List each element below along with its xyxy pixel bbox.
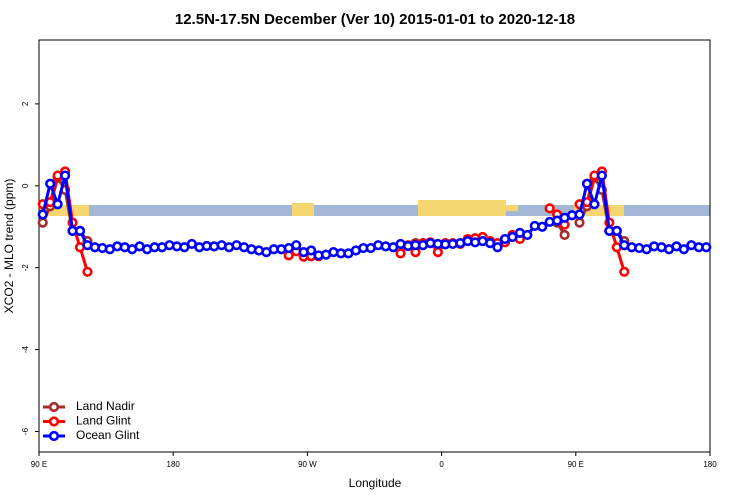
data-point [544,203,555,214]
data-point [581,178,593,189]
data-point [82,266,93,277]
data-point [678,244,690,255]
data-point [596,170,607,181]
legend-label: Ocean Glint [76,428,140,442]
chart-title: 12.5N-17.5N December (Ver 10) 2015-01-01… [175,11,575,28]
legend-marker [48,430,60,442]
x-tick-label: 180 [167,460,181,469]
data-point [484,238,496,249]
data-point [574,217,585,228]
data-point [492,242,503,253]
data-point [395,248,406,259]
y-tick-label: -6 [21,427,30,435]
data-point [432,247,443,258]
legend-marker [48,401,60,413]
x-tick-label: 180 [703,460,717,469]
data-point [507,231,518,243]
data-point [45,178,56,189]
map-strip [39,200,710,216]
data-point [701,242,712,253]
data-point [37,209,48,220]
x-tick-label: 90 W [298,460,317,469]
series [37,170,712,261]
data-point [611,225,622,236]
data-point [59,170,71,181]
x-tick-label: 90 E [568,460,584,469]
data-point [37,217,48,228]
x-tick-label: 0 [439,460,444,469]
y-tick-label: 2 [21,101,30,106]
y-tick-label: 0 [21,183,30,188]
y-tick-label: -4 [21,346,30,354]
y-tick-label: -2 [21,264,30,272]
data-point [537,221,548,232]
x-tick-label: 90 E [31,460,47,469]
data-point [74,225,86,236]
legend-label: Land Nadir [76,399,135,413]
legend-marker [48,416,60,427]
y-axis-label: XCO2 - MLO trend (ppm) [2,179,16,314]
data-point [306,245,317,256]
x-axis-label: Longitude [349,476,402,490]
legend-label: Land Glint [76,414,131,428]
data-point [619,266,630,277]
data-point [291,240,302,251]
data-point [589,199,600,210]
data-point [559,229,570,241]
data-point [52,199,63,210]
series [37,166,630,277]
data-point [522,229,533,241]
data-point [574,209,585,220]
